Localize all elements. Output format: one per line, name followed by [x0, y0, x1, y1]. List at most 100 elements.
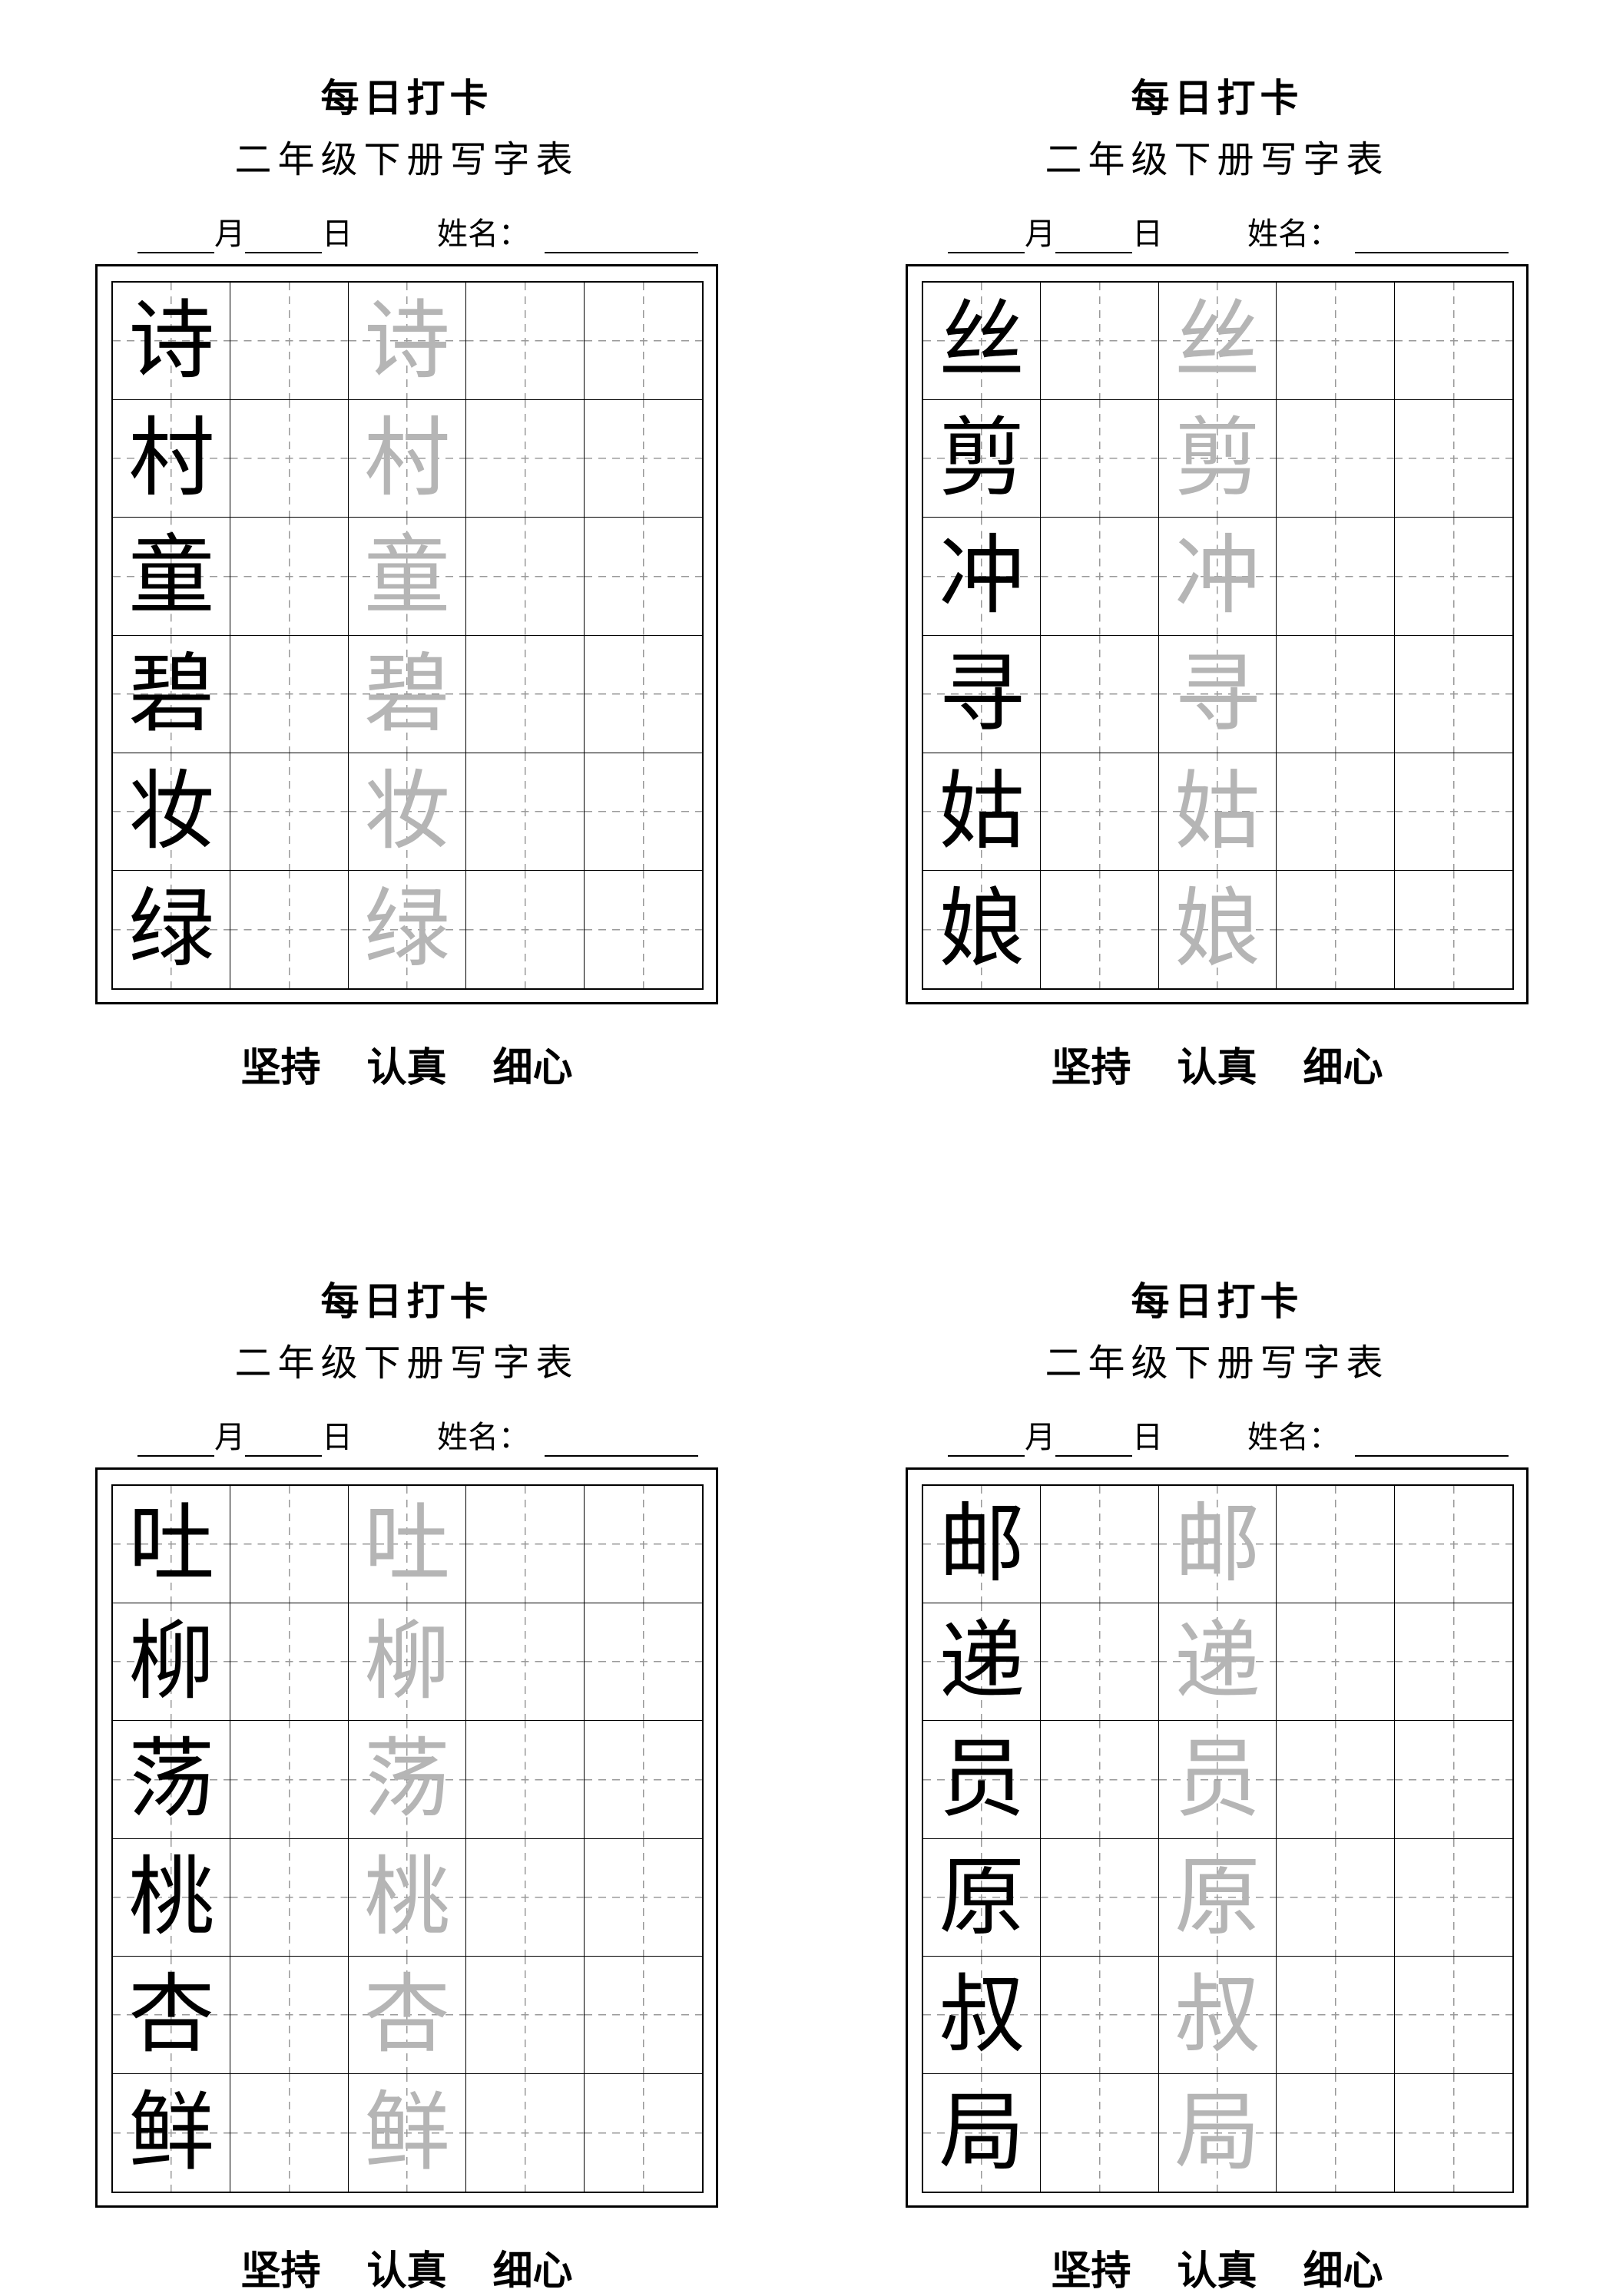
writing-cell[interactable]: 丝 [923, 283, 1042, 401]
writing-cell[interactable] [584, 1956, 702, 2074]
writing-cell[interactable]: 童 [113, 518, 231, 636]
writing-cell[interactable]: 童 [348, 518, 467, 636]
writing-cell[interactable] [466, 1838, 585, 1957]
writing-cell[interactable] [230, 1721, 349, 1839]
writing-cell[interactable] [1277, 1956, 1395, 2074]
writing-cell[interactable]: 原 [923, 1838, 1042, 1957]
writing-cell[interactable] [466, 283, 585, 401]
writing-cell[interactable] [1394, 1603, 1512, 1722]
writing-cell[interactable]: 杏 [113, 1956, 231, 2074]
writing-cell[interactable] [1041, 1603, 1159, 1722]
writing-cell[interactable] [230, 283, 349, 401]
writing-cell[interactable]: 递 [923, 1603, 1042, 1722]
writing-cell[interactable] [1394, 1956, 1512, 2074]
writing-cell[interactable] [1394, 400, 1512, 518]
writing-cell[interactable]: 姑 [923, 753, 1042, 871]
writing-cell[interactable] [584, 753, 702, 871]
writing-cell[interactable] [1277, 400, 1395, 518]
writing-cell[interactable] [466, 1721, 585, 1839]
writing-cell[interactable]: 丝 [1158, 283, 1277, 401]
writing-cell[interactable] [584, 400, 702, 518]
writing-cell[interactable] [1041, 1721, 1159, 1839]
day-blank[interactable] [1055, 221, 1132, 253]
month-blank[interactable] [137, 1424, 214, 1457]
writing-cell[interactable] [1041, 1956, 1159, 2074]
writing-cell[interactable]: 原 [1158, 1838, 1277, 1957]
writing-cell[interactable] [1041, 1838, 1159, 1957]
writing-cell[interactable] [230, 753, 349, 871]
writing-cell[interactable] [230, 1603, 349, 1722]
writing-cell[interactable] [584, 283, 702, 401]
writing-cell[interactable] [466, 400, 585, 518]
month-blank[interactable] [948, 1424, 1025, 1457]
writing-cell[interactable] [466, 1486, 585, 1604]
writing-cell[interactable] [1394, 870, 1512, 988]
writing-cell[interactable]: 村 [348, 400, 467, 518]
writing-cell[interactable] [1277, 518, 1395, 636]
writing-cell[interactable] [1394, 1838, 1512, 1957]
month-blank[interactable] [948, 221, 1025, 253]
day-blank[interactable] [1055, 1424, 1132, 1457]
writing-cell[interactable] [230, 1838, 349, 1957]
writing-cell[interactable] [584, 1838, 702, 1957]
writing-cell[interactable]: 柳 [348, 1603, 467, 1722]
writing-cell[interactable] [584, 2073, 702, 2192]
writing-cell[interactable] [1394, 1721, 1512, 1839]
writing-cell[interactable] [1041, 753, 1159, 871]
writing-cell[interactable]: 寻 [1158, 635, 1277, 753]
writing-cell[interactable]: 鲜 [113, 2073, 231, 2192]
writing-cell[interactable]: 桃 [348, 1838, 467, 1957]
writing-cell[interactable]: 姑 [1158, 753, 1277, 871]
writing-cell[interactable]: 杏 [348, 1956, 467, 2074]
writing-cell[interactable] [584, 1603, 702, 1722]
writing-cell[interactable]: 荡 [348, 1721, 467, 1839]
writing-cell[interactable] [584, 1721, 702, 1839]
writing-cell[interactable] [1277, 2073, 1395, 2192]
writing-cell[interactable]: 绿 [113, 870, 231, 988]
writing-cell[interactable]: 邮 [1158, 1486, 1277, 1604]
writing-cell[interactable] [466, 753, 585, 871]
writing-cell[interactable]: 妆 [348, 753, 467, 871]
writing-cell[interactable] [1277, 1486, 1395, 1604]
writing-cell[interactable] [466, 870, 585, 988]
writing-cell[interactable] [584, 1486, 702, 1604]
writing-cell[interactable] [1041, 400, 1159, 518]
writing-cell[interactable]: 员 [923, 1721, 1042, 1839]
writing-cell[interactable] [230, 518, 349, 636]
writing-cell[interactable] [584, 635, 702, 753]
writing-cell[interactable] [466, 1956, 585, 2074]
day-blank[interactable] [245, 1424, 322, 1457]
writing-cell[interactable]: 绿 [348, 870, 467, 988]
writing-cell[interactable] [1394, 753, 1512, 871]
writing-cell[interactable] [1277, 283, 1395, 401]
writing-cell[interactable] [1394, 518, 1512, 636]
name-blank[interactable] [1355, 1424, 1509, 1457]
writing-cell[interactable] [1394, 1486, 1512, 1604]
writing-cell[interactable]: 诗 [113, 283, 231, 401]
writing-cell[interactable]: 村 [113, 400, 231, 518]
name-blank[interactable] [1355, 221, 1509, 253]
writing-cell[interactable] [1041, 1486, 1159, 1604]
writing-cell[interactable]: 邮 [923, 1486, 1042, 1604]
writing-cell[interactable] [1277, 635, 1395, 753]
writing-cell[interactable] [466, 2073, 585, 2192]
writing-cell[interactable]: 妆 [113, 753, 231, 871]
writing-cell[interactable] [466, 635, 585, 753]
writing-cell[interactable] [1041, 2073, 1159, 2192]
writing-cell[interactable]: 碧 [113, 635, 231, 753]
writing-cell[interactable]: 冲 [923, 518, 1042, 636]
writing-cell[interactable] [584, 870, 702, 988]
writing-cell[interactable] [230, 1956, 349, 2074]
month-blank[interactable] [137, 221, 214, 253]
writing-cell[interactable] [1041, 283, 1159, 401]
day-blank[interactable] [245, 221, 322, 253]
name-blank[interactable] [545, 221, 698, 253]
writing-cell[interactable] [230, 1486, 349, 1604]
writing-cell[interactable] [1277, 1603, 1395, 1722]
writing-cell[interactable]: 吐 [113, 1486, 231, 1604]
writing-cell[interactable]: 冲 [1158, 518, 1277, 636]
writing-cell[interactable]: 递 [1158, 1603, 1277, 1722]
writing-cell[interactable]: 吐 [348, 1486, 467, 1604]
writing-cell[interactable]: 桃 [113, 1838, 231, 1957]
writing-cell[interactable] [1394, 283, 1512, 401]
